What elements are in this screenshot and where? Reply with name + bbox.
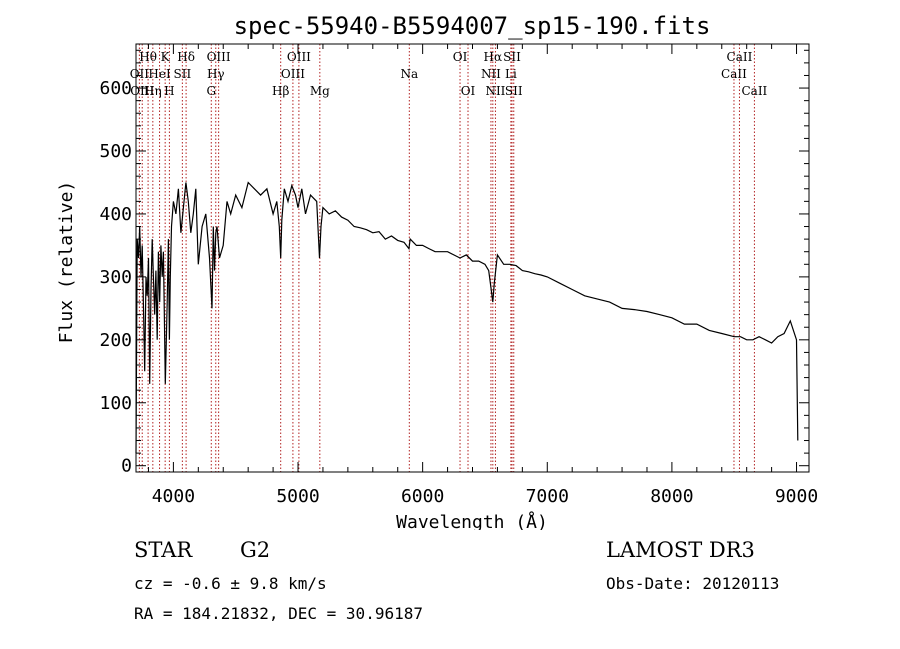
spectral-line-markers bbox=[138, 44, 755, 472]
observation-date: Obs-Date: 20120113 bbox=[606, 574, 780, 593]
x-tick-label: 6000 bbox=[401, 486, 444, 507]
y-tick-label: 100 bbox=[99, 393, 132, 414]
y-tick-label: 500 bbox=[99, 141, 132, 162]
spectral-line-label: OI bbox=[453, 50, 468, 64]
spectral-line-label: OII bbox=[130, 67, 150, 81]
y-tick-label: 300 bbox=[99, 267, 132, 288]
spectral-line-label: OIII bbox=[281, 67, 305, 81]
redshift-velocity: cz = -0.6 ± 9.8 km/s bbox=[134, 574, 327, 593]
spectral-line-label: Hθ bbox=[139, 50, 157, 64]
coordinates: RA = 184.21832, DEC = 30.96187 bbox=[134, 604, 423, 623]
spectral-line-label: SII bbox=[505, 84, 523, 98]
y-tick-label: 200 bbox=[99, 330, 132, 351]
spectral-line-label: CaII bbox=[721, 67, 747, 81]
x-axis-label: Wavelength (Å) bbox=[396, 511, 548, 530]
spectral-line-label: NII bbox=[485, 84, 505, 98]
object-subclass: G2 bbox=[240, 538, 271, 562]
y-tick-label: 0 bbox=[121, 456, 132, 477]
spectral-line-label: OIII bbox=[287, 50, 311, 64]
chart-title: spec-55940-B5594007_sp15-190.fits bbox=[234, 12, 711, 40]
spectral-line-label: G bbox=[206, 84, 216, 98]
spectral-line-label: Li bbox=[505, 67, 517, 81]
axis-ticks: 4000 5000 6000 7000 8000 9000 0 100 200 300 400 500… bbox=[99, 44, 818, 507]
survey-name: LAMOST DR3 bbox=[606, 538, 755, 562]
spectral-line-label: OIII bbox=[207, 50, 231, 64]
spectral-line-label: HeI bbox=[148, 67, 171, 81]
spectral-line-label: SII bbox=[174, 67, 192, 81]
spectral-line-label: K bbox=[161, 50, 171, 64]
spectral-line-label: CaII bbox=[741, 84, 767, 98]
spectral-line-label: Hη bbox=[144, 84, 162, 98]
y-tick-label: 600 bbox=[99, 78, 132, 99]
spectral-line-label: OI bbox=[461, 84, 476, 98]
y-tick-label: 400 bbox=[99, 204, 132, 225]
spectral-line-label: Hγ bbox=[207, 67, 225, 81]
spectral-line-label: Hβ bbox=[272, 84, 289, 98]
spectral-line-label: Mg bbox=[310, 84, 330, 98]
spectrum-line bbox=[135, 181, 799, 454]
x-tick-label: 4000 bbox=[152, 486, 195, 507]
x-tick-label: 9000 bbox=[775, 486, 818, 507]
spectrum-chart: spec-55940-B5594007_sp15-190.fits Hθ OII O… bbox=[56, 12, 818, 530]
object-class: STAR bbox=[134, 538, 193, 562]
x-tick-label: 5000 bbox=[276, 486, 319, 507]
spectral-line-label: NII bbox=[481, 67, 501, 81]
plot-frame bbox=[135, 43, 810, 473]
spectral-line-label: SII bbox=[503, 50, 521, 64]
x-tick-label: 8000 bbox=[650, 486, 693, 507]
spectral-line-label: Hδ bbox=[177, 50, 195, 64]
spectral-line-label: H bbox=[164, 84, 174, 98]
spectral-line-label: Na bbox=[400, 67, 418, 81]
spectral-line-label: CaII bbox=[727, 50, 753, 64]
spectral-line-label: Hα bbox=[484, 50, 503, 64]
x-tick-label: 7000 bbox=[526, 486, 569, 507]
y-axis-label: Flux (relative) bbox=[56, 181, 77, 344]
